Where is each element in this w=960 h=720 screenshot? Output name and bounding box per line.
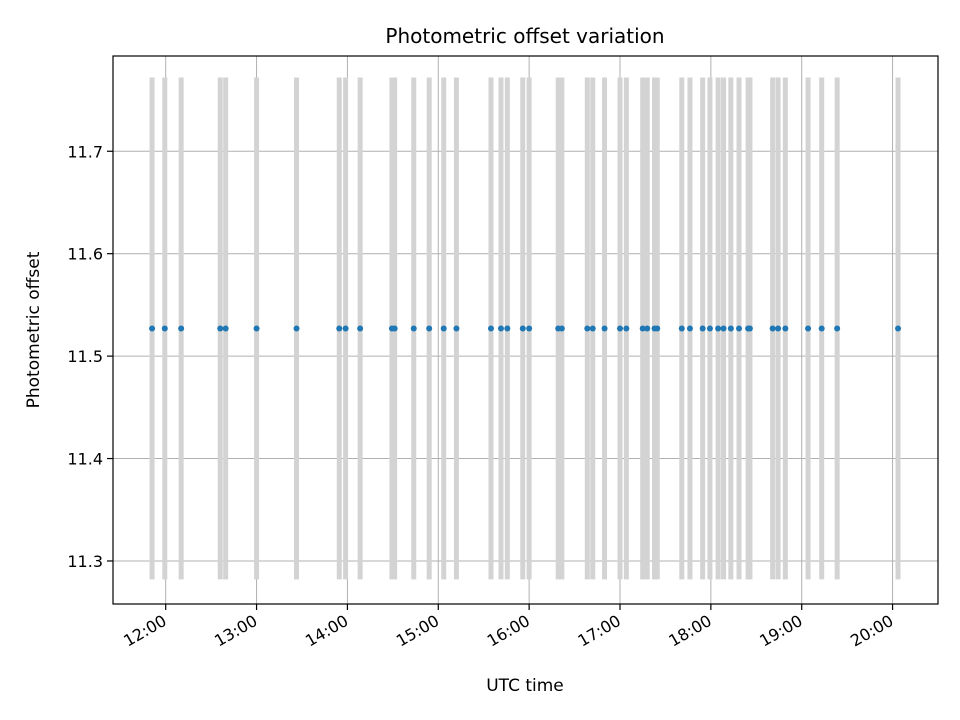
y-axis: 11.3 11.4 11.5 11.6 11.7 xyxy=(67,142,113,571)
data-point xyxy=(818,325,825,332)
data-point xyxy=(805,325,812,332)
data-point xyxy=(336,325,343,332)
data-point xyxy=(453,325,460,332)
data-point xyxy=(161,325,168,332)
data-point xyxy=(487,325,494,332)
data-point xyxy=(644,325,651,332)
data-point xyxy=(357,325,364,332)
data-point xyxy=(601,325,608,332)
data-point xyxy=(253,325,260,332)
data-point xyxy=(410,325,417,332)
data-point xyxy=(497,325,504,332)
y-axis-label: Photometric offset xyxy=(24,251,44,408)
data-point xyxy=(706,325,713,332)
y-tick-label: 11.5 xyxy=(67,347,103,366)
data-point xyxy=(699,325,706,332)
data-point xyxy=(775,325,782,332)
data-point xyxy=(440,325,447,332)
data-point xyxy=(654,325,661,332)
data-point xyxy=(616,325,623,332)
y-tick-label: 11.6 xyxy=(67,245,103,264)
data-point xyxy=(895,325,902,332)
x-axis-label: UTC time xyxy=(486,676,564,696)
data-point xyxy=(727,325,734,332)
data-point xyxy=(834,325,841,332)
data-point xyxy=(426,325,433,332)
data-point xyxy=(391,325,398,332)
data-point xyxy=(558,325,565,332)
data-point xyxy=(769,325,776,332)
data-points xyxy=(149,325,902,332)
plot-area xyxy=(113,56,938,604)
data-point xyxy=(678,325,685,332)
data-point xyxy=(720,325,727,332)
chart-title: Photometric offset variation xyxy=(385,24,664,48)
data-point xyxy=(746,325,753,332)
data-point xyxy=(782,325,789,332)
y-tick-label: 11.3 xyxy=(67,552,103,571)
data-point xyxy=(504,325,511,332)
y-tick-label: 11.7 xyxy=(67,142,103,161)
data-point xyxy=(623,325,630,332)
data-point xyxy=(519,325,526,332)
data-point xyxy=(342,325,349,332)
data-point xyxy=(178,325,185,332)
data-point xyxy=(639,325,646,332)
data-point xyxy=(589,325,596,332)
data-point xyxy=(715,325,722,332)
y-tick-label: 11.4 xyxy=(67,450,103,469)
plot-frame xyxy=(112,55,939,605)
data-point xyxy=(217,325,224,332)
data-point xyxy=(149,325,156,332)
data-point xyxy=(736,325,743,332)
data-point xyxy=(222,325,229,332)
data-point xyxy=(526,325,533,332)
data-point xyxy=(584,325,591,332)
data-point xyxy=(293,325,300,332)
data-point xyxy=(686,325,693,332)
